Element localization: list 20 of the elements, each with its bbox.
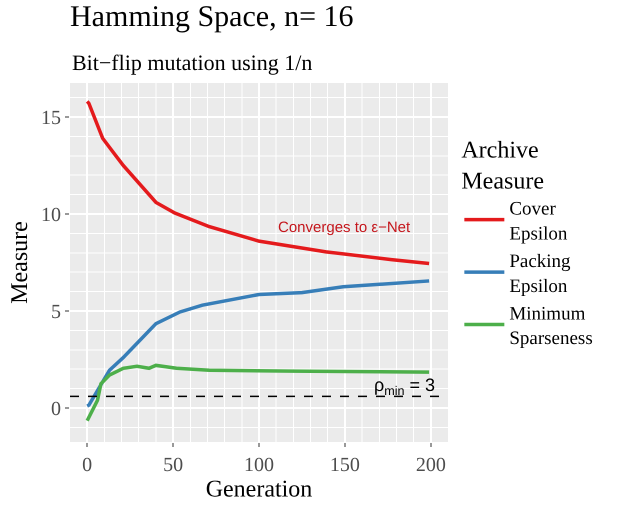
x-tick-label: 50 xyxy=(163,454,184,476)
y-tick-label: 5 xyxy=(51,301,61,324)
legend-label: Minimum Sparseness xyxy=(509,304,593,350)
y-tick-label: 0 xyxy=(51,398,61,420)
y-tick-label: 10 xyxy=(41,204,61,226)
x-tick-label: 100 xyxy=(244,454,274,476)
legend-label: Packing Epsilon xyxy=(509,251,572,297)
chart-subtitle: Bit−flip mutation using 1/n xyxy=(72,50,312,75)
x-tick-label: 200 xyxy=(416,454,446,476)
annotation: Converges to ε−Net xyxy=(278,219,412,236)
legend-title: Archive Measure xyxy=(461,137,544,194)
x-tick-label: 150 xyxy=(330,454,360,476)
x-tick-label: 0 xyxy=(82,454,92,476)
y-tick-label: 15 xyxy=(41,106,61,129)
x-axis-title: Generation xyxy=(206,476,312,502)
legend-label: Cover Epsilon xyxy=(509,198,568,244)
annotation: ρ$_{min}$ = 3 xyxy=(374,375,436,398)
chart-title: Hamming Space, n= 16 xyxy=(70,0,354,34)
line-series xyxy=(85,100,431,266)
y-axis-title: Measure xyxy=(7,221,34,304)
